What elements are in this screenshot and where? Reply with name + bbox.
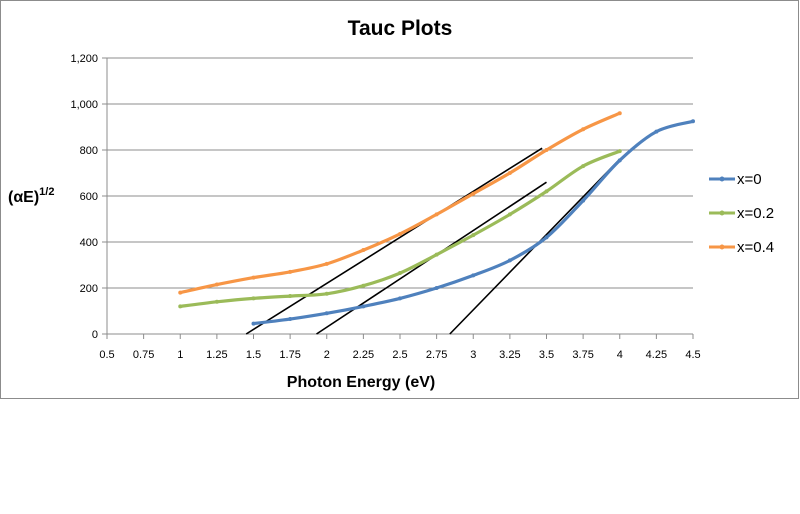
data-point bbox=[178, 304, 183, 309]
data-point bbox=[324, 261, 329, 266]
grid bbox=[107, 57, 693, 289]
x-tick-label: 2 bbox=[324, 349, 330, 361]
data-point bbox=[324, 291, 329, 296]
data-point bbox=[617, 111, 622, 116]
data-point bbox=[471, 191, 476, 196]
x-tick-labels: 0.5 0.75 1 1.25 1.5 1.75 2 2.25 2.5 2.75 3 3.25 3.5 3… bbox=[99, 349, 700, 361]
data-point bbox=[617, 158, 622, 163]
tangent-line bbox=[245, 147, 543, 335]
data-point bbox=[544, 148, 549, 152]
x-tick-label: 2.75 bbox=[426, 349, 447, 361]
legend-label: x=0 bbox=[737, 171, 762, 188]
legend-marker bbox=[719, 244, 725, 250]
data-point bbox=[214, 299, 219, 304]
y-tick-label: 1,000 bbox=[70, 99, 98, 111]
data-point bbox=[617, 149, 622, 154]
legend-label: x=0.4 bbox=[737, 239, 774, 256]
data-point bbox=[544, 235, 549, 240]
y-axis-label-superscript: 1/2 bbox=[39, 186, 54, 198]
data-point bbox=[581, 164, 586, 169]
data-point bbox=[691, 119, 695, 124]
x-tick-label: 3.5 bbox=[539, 349, 554, 361]
y-tick-label: 400 bbox=[80, 237, 98, 249]
data-point bbox=[251, 321, 256, 326]
data-point bbox=[251, 296, 256, 301]
data-point bbox=[471, 273, 476, 278]
data-point bbox=[471, 233, 476, 238]
data-point bbox=[434, 286, 439, 290]
data-point bbox=[178, 290, 183, 295]
legend-label: x=0.2 bbox=[737, 205, 774, 222]
legend-marker bbox=[719, 176, 725, 182]
legend-marker bbox=[719, 210, 725, 216]
data-point bbox=[398, 296, 402, 301]
y-tick-labels: 0 200 400 600 800 1,000 1,200 bbox=[70, 53, 98, 341]
x-tick-label: 1.5 bbox=[246, 349, 261, 361]
x-tick-label: 1 bbox=[177, 349, 183, 361]
axes bbox=[102, 57, 694, 339]
data-point bbox=[654, 129, 659, 134]
series-layer bbox=[178, 111, 695, 326]
x-tick-label: 4.5 bbox=[685, 349, 700, 361]
x-axis-title: Photon Energy (eV) bbox=[287, 374, 435, 391]
data-point bbox=[434, 212, 439, 217]
data-point bbox=[324, 311, 329, 316]
data-point bbox=[581, 127, 586, 132]
data-point bbox=[398, 271, 402, 276]
data-point bbox=[288, 317, 293, 322]
data-point bbox=[251, 275, 256, 280]
data-point bbox=[581, 198, 586, 203]
data-point bbox=[361, 283, 366, 288]
x-tick-label: 2.5 bbox=[392, 349, 407, 361]
tangent-lines bbox=[245, 147, 621, 335]
x-tick-label: 3.25 bbox=[499, 349, 520, 361]
x-tick-label: 3 bbox=[470, 349, 476, 361]
y-tick-label: 600 bbox=[80, 191, 98, 203]
data-point bbox=[361, 248, 366, 253]
data-point bbox=[361, 304, 366, 309]
data-point bbox=[288, 269, 293, 274]
y-axis-title: (αE)1/2 bbox=[8, 186, 54, 206]
x-tick-label: 4.25 bbox=[646, 349, 667, 361]
chart-title: Tauc Plots bbox=[348, 17, 453, 40]
legend: x=0 x=0.2 x=0.4 bbox=[709, 171, 774, 256]
y-axis-label: (αE) bbox=[8, 189, 39, 206]
x-tick-label: 4 bbox=[617, 349, 623, 361]
data-point bbox=[544, 189, 549, 194]
x-tick-label: 1.25 bbox=[206, 349, 227, 361]
data-point bbox=[288, 294, 293, 299]
data-point bbox=[214, 282, 219, 287]
data-point bbox=[434, 252, 439, 257]
y-tick-label: 0 bbox=[92, 329, 98, 341]
y-tick-label: 200 bbox=[80, 283, 98, 295]
x-tick-label: 1.75 bbox=[279, 349, 300, 361]
chart-frame: Tauc Plots 0 200 400 600 800 1,000 1,200 0.5 0.… bbox=[0, 0, 799, 399]
data-point bbox=[398, 231, 402, 236]
data-point bbox=[507, 212, 512, 217]
series-line bbox=[178, 111, 622, 295]
y-tick-label: 800 bbox=[80, 145, 98, 157]
data-point bbox=[507, 258, 512, 263]
x-tick-label: 0.5 bbox=[99, 349, 114, 361]
x-tick-label: 0.75 bbox=[133, 349, 154, 361]
y-tick-label: 1,200 bbox=[70, 53, 98, 65]
x-tick-label: 2.25 bbox=[353, 349, 374, 361]
data-point bbox=[507, 171, 512, 175]
x-tick-label: 3.75 bbox=[572, 349, 593, 361]
